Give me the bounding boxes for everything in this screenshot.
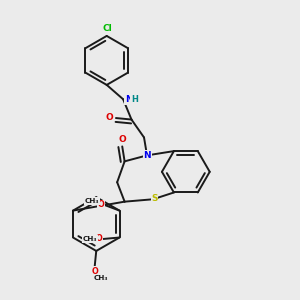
Text: N: N [143,151,151,160]
Text: O: O [98,200,104,209]
Text: CH₃: CH₃ [83,236,97,242]
Text: Cl: Cl [102,24,112,33]
Text: O: O [92,267,98,276]
Text: H: H [131,95,138,104]
Text: N: N [125,95,132,104]
Text: CH₃: CH₃ [94,275,109,281]
Text: O: O [118,135,126,144]
Text: O: O [95,235,102,244]
Text: CH₃: CH₃ [85,198,99,204]
Text: S: S [151,194,158,203]
Text: O: O [106,113,113,122]
